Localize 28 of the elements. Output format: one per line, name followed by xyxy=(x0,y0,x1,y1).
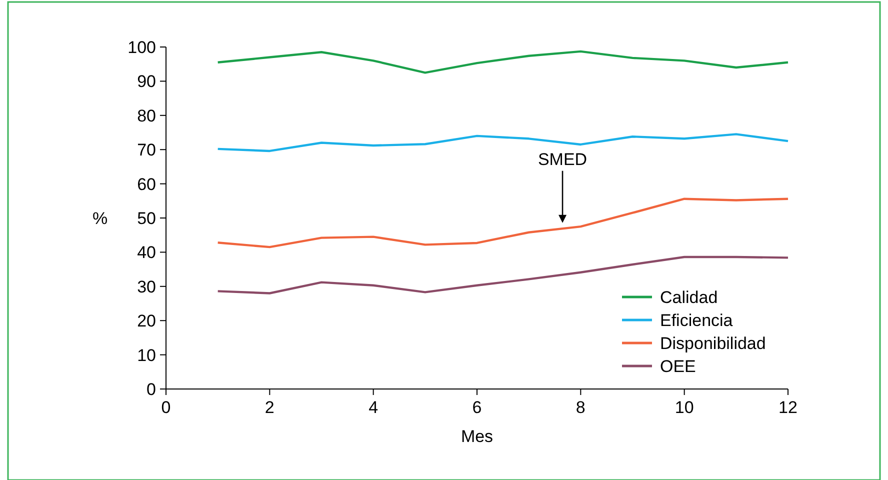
y-tick-label: 80 xyxy=(137,106,156,126)
y-tick-label: 60 xyxy=(137,174,156,194)
y-tick-label: 10 xyxy=(137,346,156,365)
x-tick-label: 0 xyxy=(161,398,171,417)
legend-label: OEE xyxy=(660,356,696,376)
x-tick-label: 8 xyxy=(576,398,586,417)
legend-label: Disponibilidad xyxy=(660,334,766,353)
x-tick-label: 10 xyxy=(674,398,694,417)
x-tick-label: 2 xyxy=(264,398,274,417)
y-tick-label: 50 xyxy=(137,208,156,228)
x-axis-title: Mes xyxy=(460,427,494,446)
y-tick-label: 0 xyxy=(146,380,156,399)
y-tick-label: 20 xyxy=(137,312,156,331)
legend-label: Eficiencia xyxy=(660,310,734,330)
y-tick-label: 70 xyxy=(137,140,156,160)
y-tick-label: 30 xyxy=(137,277,156,296)
y-axis-title: % xyxy=(92,209,108,228)
legend-label: Calidad xyxy=(660,288,718,307)
y-tick-label: 40 xyxy=(137,243,156,262)
y-tick-label: 100 xyxy=(128,38,156,57)
line-series xyxy=(216,133,790,152)
annotation: SMED xyxy=(538,150,588,169)
line-series xyxy=(216,50,790,74)
line-series xyxy=(216,198,790,248)
x-tick-label: 4 xyxy=(368,398,378,417)
x-tick-label: 6 xyxy=(472,398,482,417)
y-tick-label: 90 xyxy=(137,72,156,92)
x-tick-label: 12 xyxy=(778,398,798,417)
